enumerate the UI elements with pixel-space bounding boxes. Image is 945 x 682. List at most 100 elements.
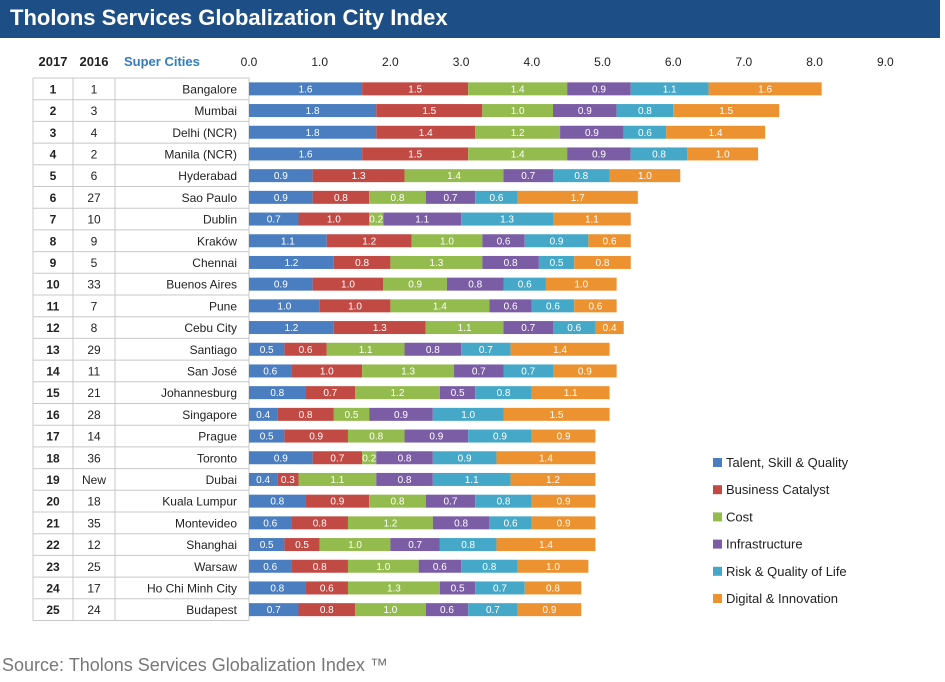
bar-segment (355, 386, 440, 400)
bar-segment (249, 472, 278, 486)
bar-segment (347, 429, 405, 443)
rank-2017: 6 (50, 191, 57, 205)
bar-segment (560, 125, 624, 139)
city-name: Sao Paulo (182, 191, 238, 205)
bar-segment-label: 0.9 (429, 432, 443, 443)
bar-segment-label: 0.3 (281, 475, 295, 486)
bar-segment (461, 559, 518, 573)
bar-segment-label: 1.1 (458, 323, 472, 334)
bar-segment-label: 0.2 (362, 453, 376, 464)
table-row: 18 36 Toronto 0.9 0.7 0.2 0.8 0.9 1.4 (46, 451, 596, 465)
bar-segment-label: 0.5 (451, 388, 465, 399)
city-name: Warsaw (194, 560, 237, 574)
bar-segment (588, 234, 631, 248)
bar-segment (553, 104, 617, 118)
city-name: Shanghai (186, 538, 237, 552)
bar-segment-label: 1.2 (383, 518, 397, 529)
bar-segment-label: 1.4 (511, 84, 525, 95)
bar-segment (284, 538, 320, 552)
bar-segment-label: 0.6 (638, 128, 652, 139)
table-row: 16 28 Singapore 0.4 0.8 0.5 0.9 1.0 1.5 (46, 407, 610, 422)
rank-2017: 20 (46, 495, 60, 509)
bar-segment (249, 451, 313, 465)
rank-2016: 18 (87, 495, 101, 509)
legend-swatch (713, 566, 722, 576)
rank-2017: 18 (46, 451, 60, 465)
rank-2016: 36 (87, 451, 101, 465)
bar-segment-label: 0.8 (270, 583, 284, 594)
bar-segment-label: 0.6 (263, 366, 277, 377)
rank-2017: 15 (46, 386, 60, 400)
bar-segment (298, 472, 377, 486)
legend-item: Digital & Innovation (713, 591, 838, 606)
legend: Talent, Skill & Quality Business Catalyst… (713, 455, 849, 606)
rank-2016: 25 (87, 560, 101, 574)
bar-segment-label: 1.2 (546, 475, 560, 486)
bar-segment-label: 1.2 (362, 236, 376, 247)
rank-2017: 3 (50, 126, 57, 140)
bar-segment-label: 0.6 (546, 301, 560, 312)
legend-item: Cost (713, 509, 753, 524)
bar-segment (553, 321, 596, 335)
legend-label: Talent, Skill & Quality (726, 455, 849, 470)
bar-segment-label: 1.1 (585, 215, 599, 226)
bar-segment (482, 104, 554, 118)
bar-segment (517, 190, 638, 204)
source-note: Source: Tholons Services Globalization I… (2, 655, 388, 675)
bar-segment-label: 0.9 (274, 193, 288, 204)
bar-segment-label: 0.9 (592, 149, 606, 160)
bar-segment-label: 0.9 (309, 432, 323, 443)
bar-segment-label: 0.6 (567, 323, 581, 334)
bar-segment (383, 277, 447, 291)
table-row: 5 6 Hyderabad 0.9 1.3 1.4 0.7 0.8 1.0 (50, 169, 681, 183)
bar-segment (475, 581, 525, 595)
bar-segment-label: 0.8 (391, 497, 405, 508)
bar-segment (326, 342, 405, 356)
bar-segment (574, 255, 631, 269)
bar-segment (446, 277, 504, 291)
legend-label: Risk & Quality of Life (726, 564, 847, 579)
bar-segment-label: 1.0 (320, 366, 334, 377)
bar-segment (390, 255, 483, 269)
table-row: 17 14 Prague 0.5 0.9 0.8 0.9 0.9 0.9 (46, 429, 596, 444)
bar-segment-label: 0.8 (320, 605, 334, 616)
bar-segment (432, 451, 497, 465)
city-name: Cebu City (184, 321, 237, 335)
bar-segment-label: 1.1 (281, 236, 295, 247)
bar-segment (249, 538, 285, 552)
bar-segment-label: 0.6 (299, 345, 313, 356)
bar-segment (362, 82, 469, 96)
bar-segment-label: 0.7 (521, 323, 535, 334)
bar-segment-label: 0.8 (313, 518, 327, 529)
city-name: Singapore (182, 408, 237, 422)
bar-segment-label: 0.9 (557, 497, 571, 508)
bar-segment (355, 603, 426, 617)
city-name: Ho Chi Minh City (147, 581, 237, 595)
city-name: Johannesburg (161, 386, 237, 400)
bar-segment (503, 364, 554, 378)
header-super-cities: Super Cities (124, 54, 200, 69)
bar-segment-label: 1.0 (546, 562, 560, 573)
rank-2016: 1 (91, 82, 98, 96)
bar-segment (249, 190, 313, 204)
rank-2017: 17 (46, 430, 60, 444)
rank-2016: New (82, 473, 106, 487)
bar-segment-label: 1.0 (277, 301, 291, 312)
bar-segment-label: 0.7 (444, 193, 458, 204)
bar-segment (425, 494, 476, 508)
bar-segment-label: 1.0 (348, 301, 362, 312)
bar-segment (468, 147, 568, 161)
city-name: Chennai (192, 256, 237, 270)
rank-2016: 24 (87, 603, 101, 617)
bar-segment-label: 0.9 (592, 84, 606, 95)
bar-segment-label: 0.9 (557, 432, 571, 443)
table-row: 13 29 Santiago 0.5 0.6 1.1 0.8 0.7 1.4 (46, 342, 610, 357)
bar-segment-label: 0.9 (578, 106, 592, 117)
bar-segment-label: 1.0 (716, 149, 730, 160)
bar-segment-label: 0.8 (546, 583, 560, 594)
bar-segment-label: 0.9 (493, 432, 507, 443)
bar-segment-label: 1.3 (373, 323, 387, 334)
bar-segment-label: 0.8 (369, 432, 383, 443)
bar-segment-label: 1.4 (709, 128, 723, 139)
bar-segment-label: 0.8 (391, 193, 405, 204)
